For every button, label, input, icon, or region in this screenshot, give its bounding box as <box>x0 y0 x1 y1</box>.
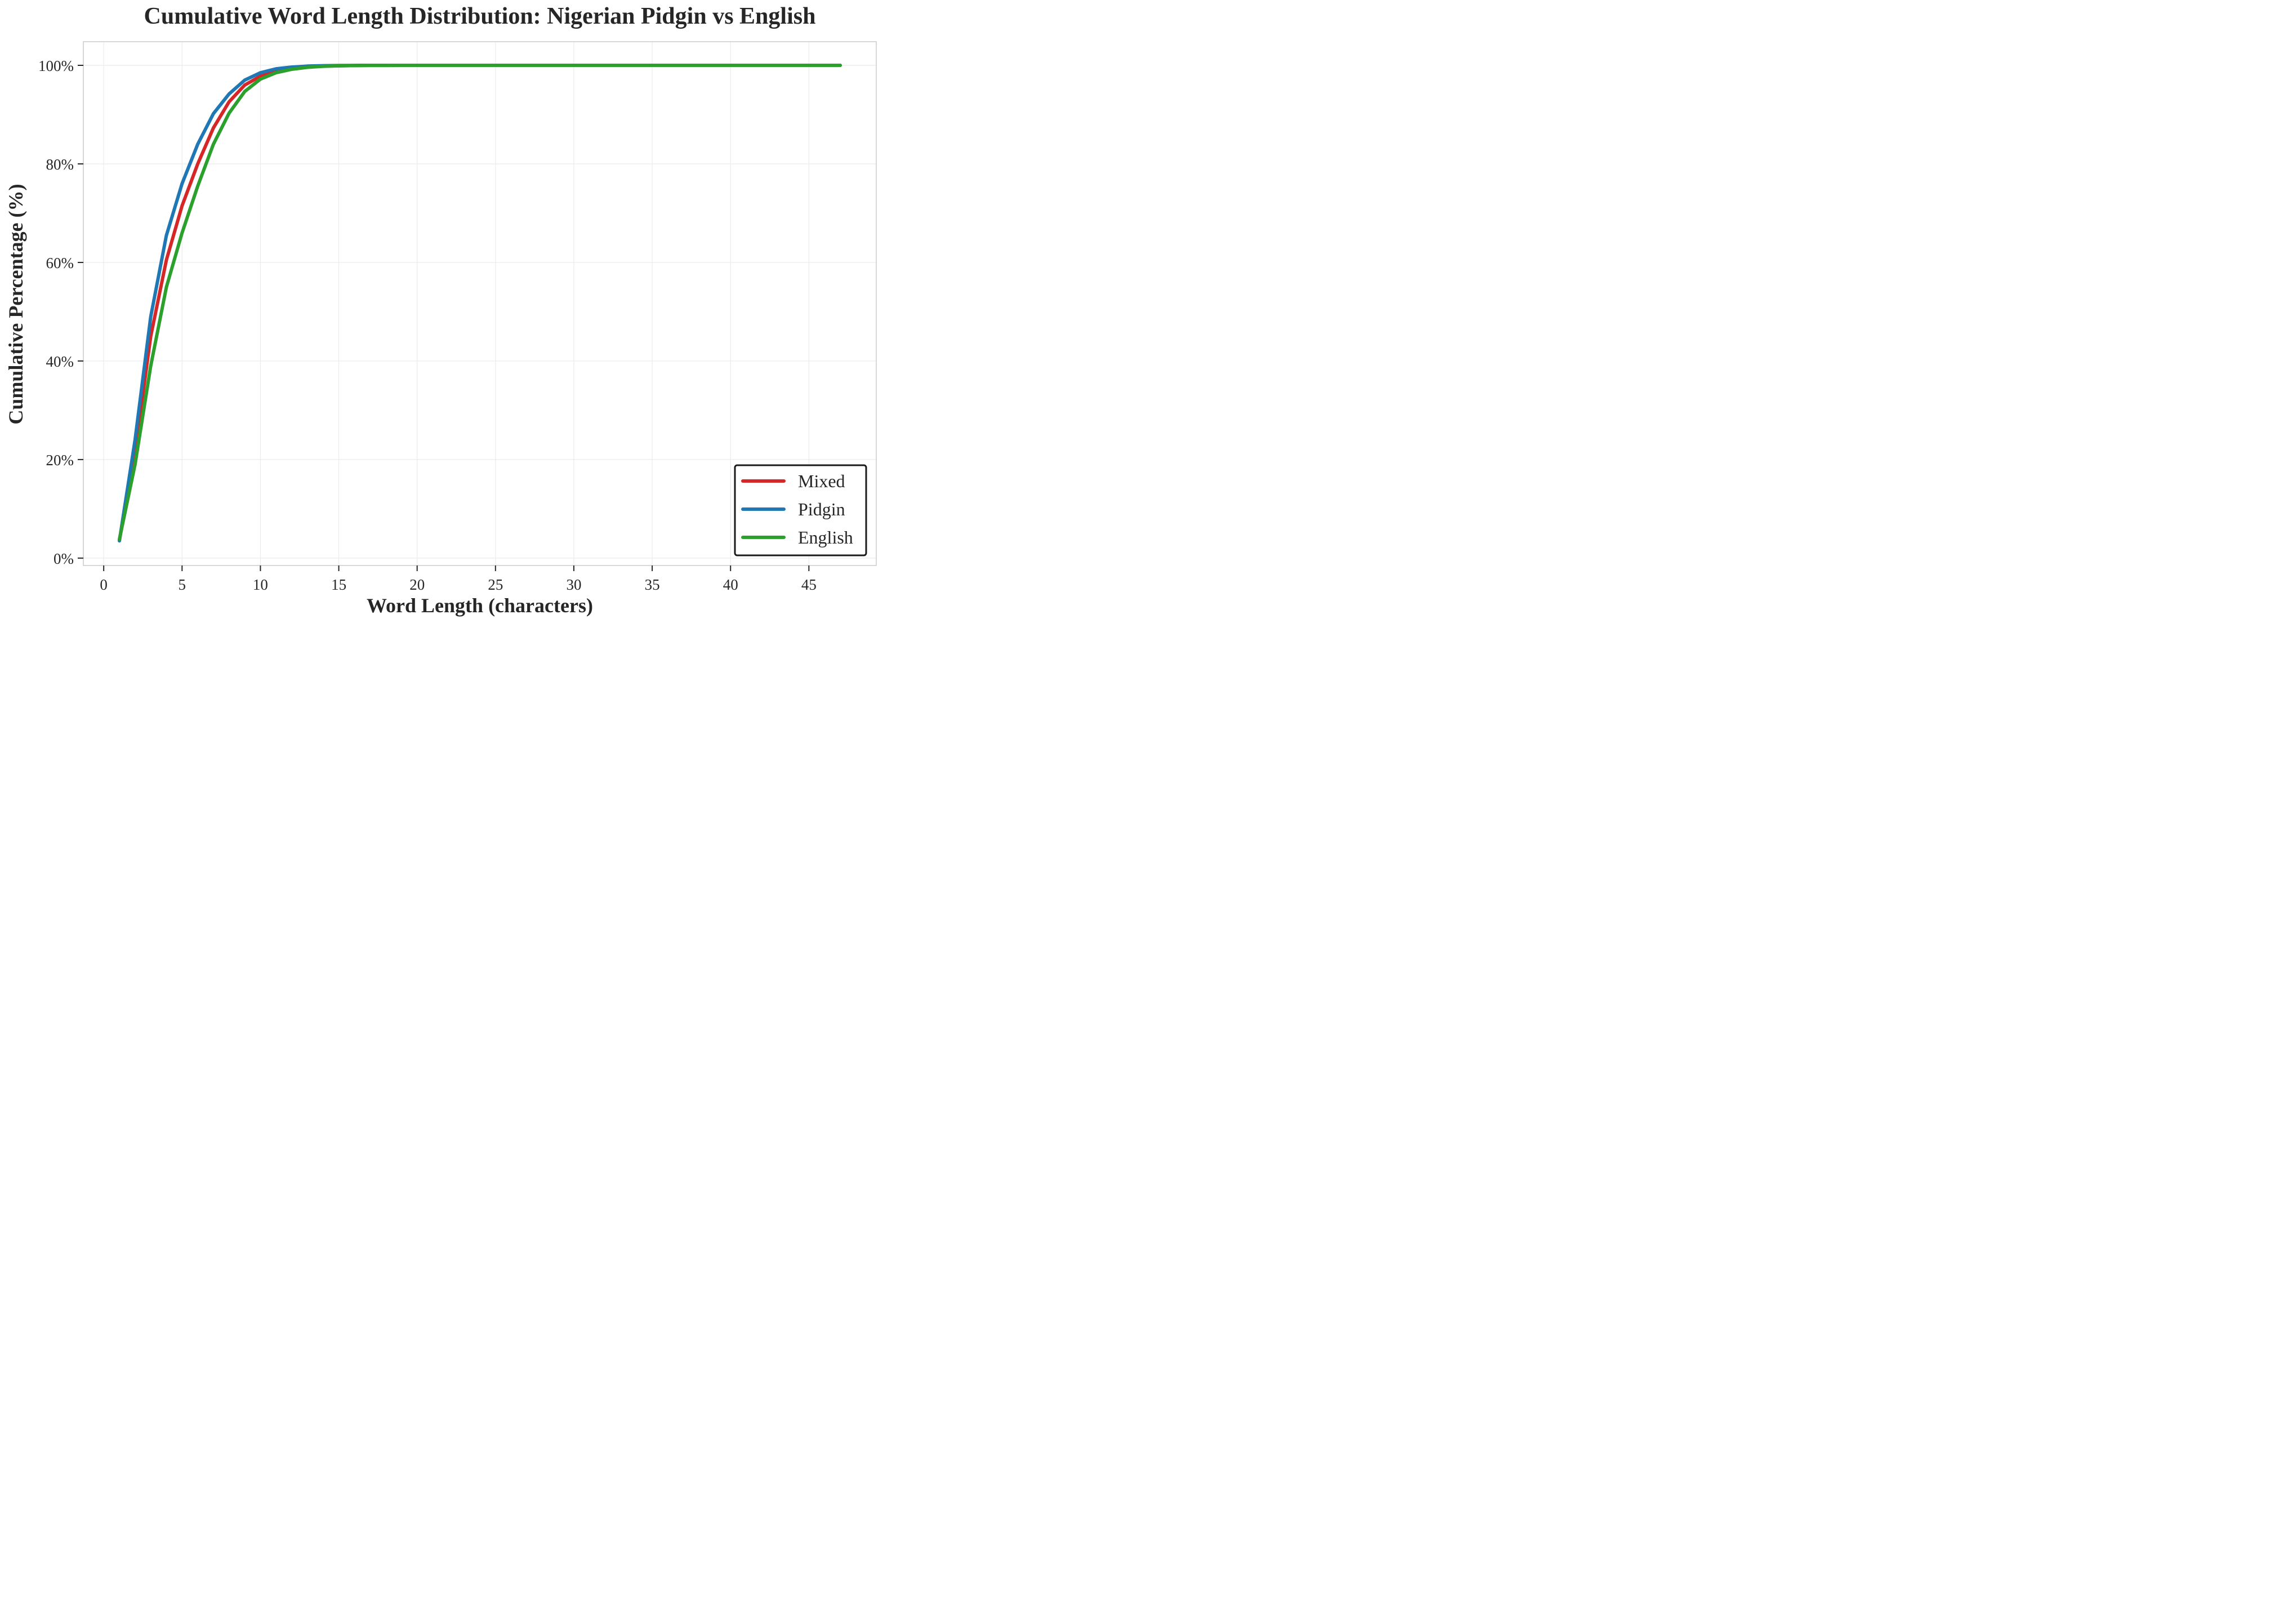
x-tick-label: 10 <box>253 576 268 593</box>
y-tick-label: 40% <box>46 353 74 370</box>
y-tick-label: 100% <box>38 57 74 74</box>
chart-title: Cumulative Word Length Distribution: Nig… <box>144 3 816 29</box>
y-tick-label: 20% <box>46 452 74 469</box>
x-tick-label: 0 <box>100 576 108 593</box>
legend-label-pidgin: Pidgin <box>798 499 845 519</box>
y-tick-label: 60% <box>46 255 74 271</box>
series-line-english <box>118 63 842 541</box>
legend-label-mixed: Mixed <box>798 471 845 491</box>
chart: Cumulative Word Length Distribution: Nig… <box>0 0 881 622</box>
x-tick-label: 20 <box>409 576 425 593</box>
legend-box <box>734 464 867 556</box>
x-tick-label: 35 <box>645 576 660 593</box>
x-tick-label: 30 <box>566 576 581 593</box>
y-tick-label: 80% <box>46 156 74 173</box>
grid <box>83 42 876 565</box>
x-tick-label: 15 <box>331 576 346 593</box>
y-axis-label: Cumulative Percentage (%) <box>5 184 27 424</box>
x-axis-label: Word Length (characters) <box>367 594 593 617</box>
axis-ticks: 0 5 10 15 20 25 30 35 40 45 0% 20% 40% 60% 80% 100% <box>38 57 817 593</box>
x-tick-label: 40 <box>723 576 738 593</box>
x-tick-label: 45 <box>801 576 817 593</box>
x-tick-label: 25 <box>488 576 503 593</box>
chart-background <box>0 0 881 622</box>
x-tick-label: 5 <box>179 576 186 593</box>
legend-label-english: English <box>798 527 853 547</box>
plot-frame <box>83 41 877 566</box>
legend: Mixed Pidgin English <box>734 464 867 556</box>
series-lines <box>118 63 842 543</box>
y-tick-label: 0% <box>54 550 74 567</box>
